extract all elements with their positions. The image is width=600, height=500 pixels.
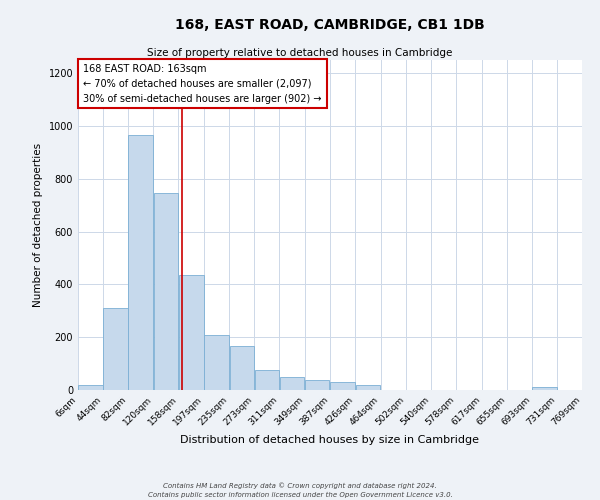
Bar <box>280 377 304 390</box>
Bar <box>179 275 204 390</box>
Bar <box>230 346 254 390</box>
Text: 168 EAST ROAD: 163sqm
← 70% of detached houses are smaller (2,097)
30% of semi-d: 168 EAST ROAD: 163sqm ← 70% of detached … <box>83 64 322 104</box>
Bar <box>532 388 557 390</box>
Bar <box>78 384 103 390</box>
Bar <box>205 334 229 390</box>
Bar <box>305 380 329 390</box>
Bar <box>356 385 380 390</box>
Bar <box>330 382 355 390</box>
X-axis label: Distribution of detached houses by size in Cambridge: Distribution of detached houses by size … <box>181 436 479 446</box>
Bar <box>128 135 153 390</box>
Bar <box>154 192 178 390</box>
Bar <box>254 370 279 390</box>
Text: Size of property relative to detached houses in Cambridge: Size of property relative to detached ho… <box>148 48 452 58</box>
Text: Contains HM Land Registry data © Crown copyright and database right 2024.
Contai: Contains HM Land Registry data © Crown c… <box>148 482 452 498</box>
Y-axis label: Number of detached properties: Number of detached properties <box>33 143 43 307</box>
Title: 168, EAST ROAD, CAMBRIDGE, CB1 1DB: 168, EAST ROAD, CAMBRIDGE, CB1 1DB <box>175 18 485 32</box>
Bar <box>103 308 128 390</box>
